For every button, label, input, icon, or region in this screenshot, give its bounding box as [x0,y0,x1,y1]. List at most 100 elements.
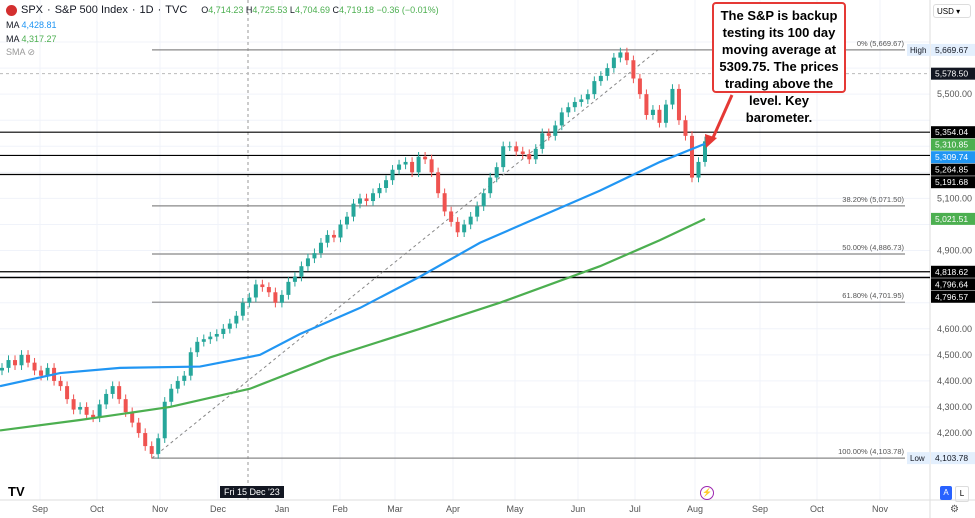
price-label [931,212,975,225]
candle-body [78,406,83,410]
price-label [931,151,975,164]
price-label-value: 5,309.74 [935,152,968,162]
price-label [931,126,975,139]
price-label-tag-text: High [910,46,926,55]
x-tick-label: Aug [687,504,703,514]
price-label [931,163,975,176]
ma-100-legend[interactable]: MA 4,428.81 [6,20,57,30]
fib-level-label: 0% (5,669.67) [857,39,905,48]
candle-body [703,141,707,162]
candle-body [384,180,389,188]
settings-gear-icon[interactable]: ⚙ [950,504,959,515]
price-label [931,176,975,189]
price-label-value: 4,103.78 [935,453,968,463]
candle-body [130,412,135,423]
candle-body [650,109,655,115]
candle-body [221,328,226,334]
annotation-box: The S&P is backup testing its 100 day mo… [712,2,846,125]
candle-body [97,404,102,418]
candle-body [631,60,636,79]
candle-body [598,75,603,82]
x-tick-label: Jul [629,504,641,514]
price-label [931,43,975,56]
price-label-value: 4,796.64 [935,279,968,289]
candle-body [240,302,245,316]
candle-body [507,146,512,148]
x-tick-label: Nov [152,504,169,514]
x-tick-label: Jun [571,504,586,514]
candle-body [455,221,460,233]
candle-body [546,133,551,136]
candle-body [19,354,24,366]
candle-body [305,258,310,267]
y-tick-label: 4,900.00 [937,246,972,256]
candle-body [91,414,96,418]
candle-body [344,216,349,225]
ma-200-line [0,217,706,432]
price-label-tag-text: Low [910,454,925,463]
price-label-value: 5,310.85 [935,140,968,150]
candle-body [689,135,694,178]
fib-trend-line [151,49,659,459]
candle-body [13,360,18,366]
candle-body [162,401,167,439]
x-tick-label: Apr [446,504,460,514]
candle-body [520,151,525,155]
candle-body [475,206,480,217]
price-label-value: 4,796.57 [935,292,968,302]
candle-body [624,52,629,61]
candle-body [553,125,558,136]
candle-body [696,161,701,178]
candle-body [65,386,70,400]
fib-level-label: 100.00% (4,103.78) [838,447,904,456]
candle-body [247,297,252,303]
interval[interactable]: 1D [139,4,154,16]
candle-body [325,234,330,243]
candle-body [494,167,499,178]
candle-body [501,146,506,168]
candle-body [657,109,662,123]
price-label-value: 5,191.68 [935,177,968,187]
currency-select[interactable]: USD ▾ [933,4,971,18]
auto-scale-button[interactable]: A [940,486,952,500]
candle-body [533,148,538,160]
candle-body [592,81,597,95]
candle-body [410,161,415,173]
log-scale-button[interactable]: L [955,486,969,502]
candle-body [84,406,89,415]
candle-body [514,146,519,152]
price-label [931,278,975,291]
candle-body [611,57,616,69]
candle-body [253,284,258,298]
candle-body [338,224,343,238]
symbol[interactable]: SPX [21,4,44,16]
candle-body [462,224,467,233]
candle-body [286,281,291,295]
candle-body [312,253,317,259]
price-label [931,452,975,465]
candle-body [579,99,584,102]
x-tick-label: May [506,504,524,514]
candle-body [58,380,63,387]
candle-body [32,362,37,371]
source: TVC [165,4,188,16]
candle-body [468,216,473,225]
candle-body [449,211,454,222]
ma-200-legend[interactable]: MA 4,317.27 [6,34,57,44]
candle-body [260,284,265,288]
candle-body [371,193,376,202]
sma-legend[interactable]: SMA ⊘ [6,47,36,57]
hidden-eye-icon[interactable]: ⊘ [27,47,36,57]
candle-body [416,156,421,173]
candle-body [71,399,76,410]
candle-body [364,198,369,202]
candle-body [0,367,4,371]
candle-body [214,333,219,337]
event-flash-icon[interactable]: ⚡ [700,486,714,500]
ohlc-readout: O4,714.23 H4,725.53 L4,704.69 C4,719.18 … [201,5,439,15]
candle-body [436,172,441,194]
candle-body [527,154,532,160]
tradingview-logo[interactable]: TV [8,484,25,499]
candle-body [227,323,232,329]
